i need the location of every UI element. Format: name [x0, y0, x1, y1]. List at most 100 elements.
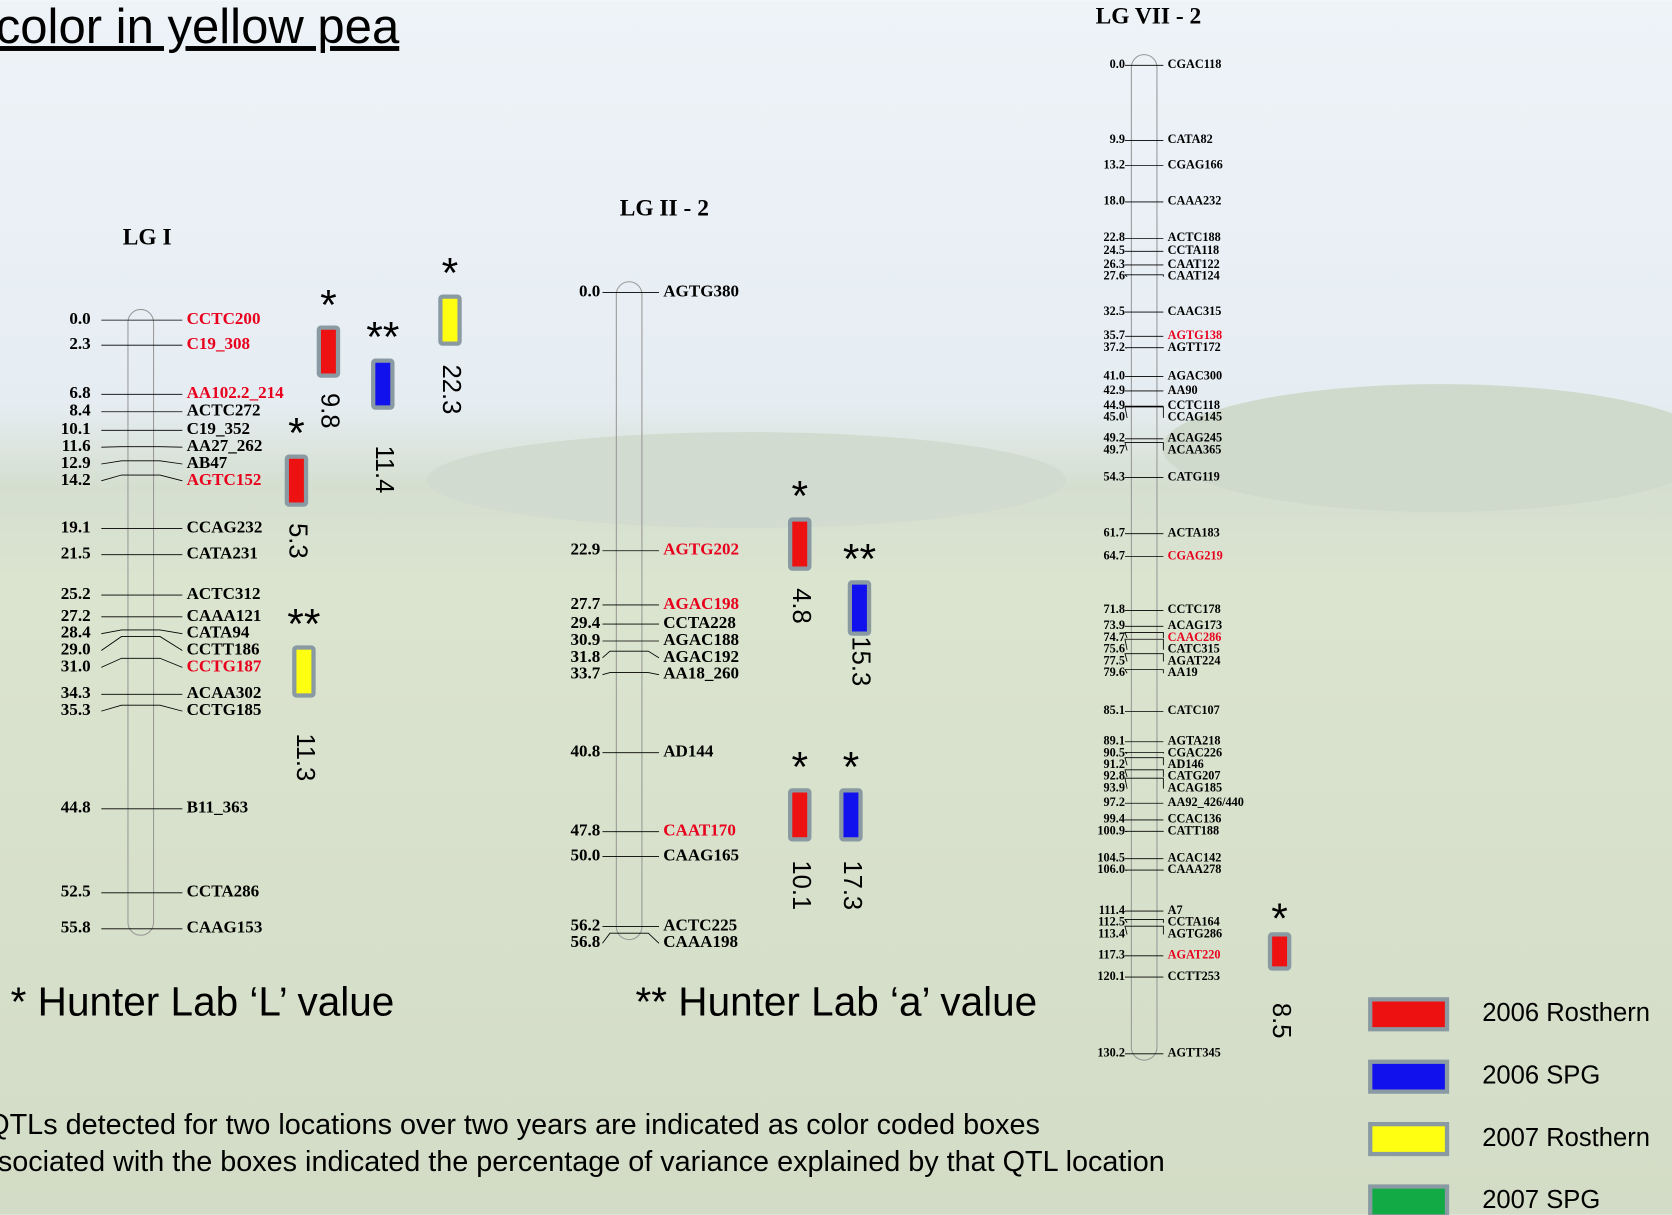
marker-name: CCTA228 — [663, 613, 736, 632]
qtl-box — [788, 517, 812, 571]
marker-line — [602, 650, 660, 659]
note: * Hunter Lab ‘L’ value — [11, 978, 395, 1024]
marker-pos: 117.3 — [1098, 948, 1125, 962]
marker-line — [1124, 406, 1164, 418]
marker-name: CATA231 — [187, 544, 258, 563]
marker-name: CCAC136 — [1168, 812, 1222, 826]
marker-pos: 91.2 — [1104, 757, 1125, 771]
marker-pos: 30.9 — [570, 630, 600, 649]
marker-line — [1124, 925, 1164, 935]
marker-name: CCTT253 — [1168, 969, 1220, 983]
marker-pos: 100.9 — [1097, 823, 1125, 837]
marker-name: CCTC200 — [187, 309, 261, 328]
marker-pos: 64.7 — [1104, 548, 1125, 562]
marker-pos: 44.8 — [61, 798, 91, 817]
marker-pos: 35.3 — [61, 700, 91, 719]
marker-name: A7 — [1168, 903, 1183, 917]
marker-name: ACTC272 — [187, 401, 261, 420]
marker-pos: 56.2 — [570, 915, 600, 934]
marker-name: CAAC286 — [1168, 630, 1222, 644]
marker-line — [1124, 638, 1164, 650]
marker-pos: 29.0 — [61, 639, 91, 658]
marker-pos: 34.3 — [61, 683, 91, 702]
marker-pos: 90.5 — [1104, 745, 1125, 759]
marker-name: CATC107 — [1168, 703, 1220, 717]
marker-pos: 2.3 — [69, 334, 90, 353]
marker-line — [1124, 918, 1164, 924]
qtl-box — [847, 580, 872, 636]
marker-name: AGTT345 — [1168, 1046, 1221, 1060]
marker-name: CATG119 — [1168, 469, 1220, 483]
qtl-stars: * — [1271, 895, 1288, 943]
marker-name: AGTG138 — [1168, 328, 1222, 342]
marker-pos: 50.0 — [570, 845, 600, 864]
marker-line — [101, 474, 183, 482]
qtl-box — [292, 645, 316, 698]
marker-name: CAAT170 — [663, 821, 736, 840]
marker-name: C19_308 — [187, 334, 250, 353]
qtl-value: 10.1 — [787, 860, 815, 910]
marker-pos: 9.9 — [1110, 132, 1125, 146]
qtl-stars: ** — [843, 535, 876, 583]
qtl-stars: ** — [366, 314, 399, 362]
marker-name: CCAG145 — [1168, 410, 1222, 424]
marker-name: AA18_260 — [663, 664, 739, 683]
marker-pos: 6.8 — [69, 383, 90, 402]
marker-name: CCTG185 — [187, 700, 262, 719]
marker-name: CCTA286 — [187, 882, 260, 901]
marker-name: CATT188 — [1168, 823, 1220, 837]
marker-pos: 47.8 — [570, 821, 600, 840]
marker-name: C19_352 — [187, 419, 250, 438]
qtl-box — [1267, 932, 1292, 971]
legend-swatch — [1368, 1122, 1450, 1157]
marker-name: AA90 — [1168, 383, 1198, 397]
marker-name: AA27_262 — [187, 436, 263, 455]
qtl-value: 17.3 — [838, 860, 866, 910]
marker-name: ACTC188 — [1168, 230, 1221, 244]
marker-line — [602, 672, 660, 676]
marker-name: CAAA278 — [1168, 862, 1222, 876]
legend-label: 2006 Rosthern — [1482, 999, 1650, 1027]
qtl-value: 11.3 — [291, 733, 319, 781]
legend-label: 2007 Rosthern — [1482, 1124, 1650, 1152]
marker-pos: 79.6 — [1104, 665, 1125, 679]
marker-name: AGAT220 — [1168, 948, 1221, 962]
marker-pos: 61.7 — [1104, 526, 1125, 540]
marker-pos: 92.8 — [1104, 769, 1125, 783]
marker-pos: 31.8 — [570, 647, 600, 666]
marker-name: B11_363 — [187, 798, 249, 817]
marker-name: ACAG245 — [1168, 431, 1222, 445]
marker-name: AGTG380 — [663, 281, 739, 300]
marker-name: ACTC225 — [663, 915, 737, 934]
marker-pos: 42.9 — [1104, 383, 1125, 397]
caption: sociated with the boxes indicated the pe… — [0, 1146, 1165, 1178]
marker-line — [1124, 669, 1164, 674]
marker-name: CCAG232 — [187, 517, 263, 536]
group-label: LG I — [123, 224, 172, 250]
chromosome — [615, 281, 643, 941]
marker-pos: 26.3 — [1104, 257, 1125, 271]
marker-pos: 14.2 — [61, 470, 91, 489]
marker-name: AGTG202 — [663, 540, 739, 559]
marker-pos: 37.2 — [1104, 340, 1125, 354]
marker-pos: 35.7 — [1104, 328, 1125, 342]
marker-pos: 25.2 — [61, 584, 91, 603]
marker-name: CATC315 — [1168, 642, 1220, 656]
marker-name: CATA82 — [1168, 132, 1213, 146]
marker-name: ACAG185 — [1168, 780, 1222, 794]
marker-pos: 12.9 — [61, 453, 91, 472]
qtl-value: 8.5 — [1267, 1003, 1295, 1039]
qtl-stars: * — [843, 743, 860, 791]
marker-pos: 74.7 — [1104, 630, 1125, 644]
marker-pos: 93.9 — [1104, 780, 1125, 794]
marker-pos: 0.0 — [69, 309, 90, 328]
marker-pos: 106.0 — [1097, 862, 1125, 876]
marker-pos: 49.2 — [1104, 431, 1125, 445]
marker-pos: 27.2 — [61, 606, 91, 625]
marker-pos: 31.0 — [61, 656, 91, 675]
qtl-box — [371, 358, 395, 410]
marker-name: CATG207 — [1168, 769, 1221, 783]
marker-pos: 111.4 — [1099, 903, 1125, 917]
marker-name: CATA94 — [187, 623, 250, 642]
marker-name: CCTT186 — [187, 639, 260, 658]
